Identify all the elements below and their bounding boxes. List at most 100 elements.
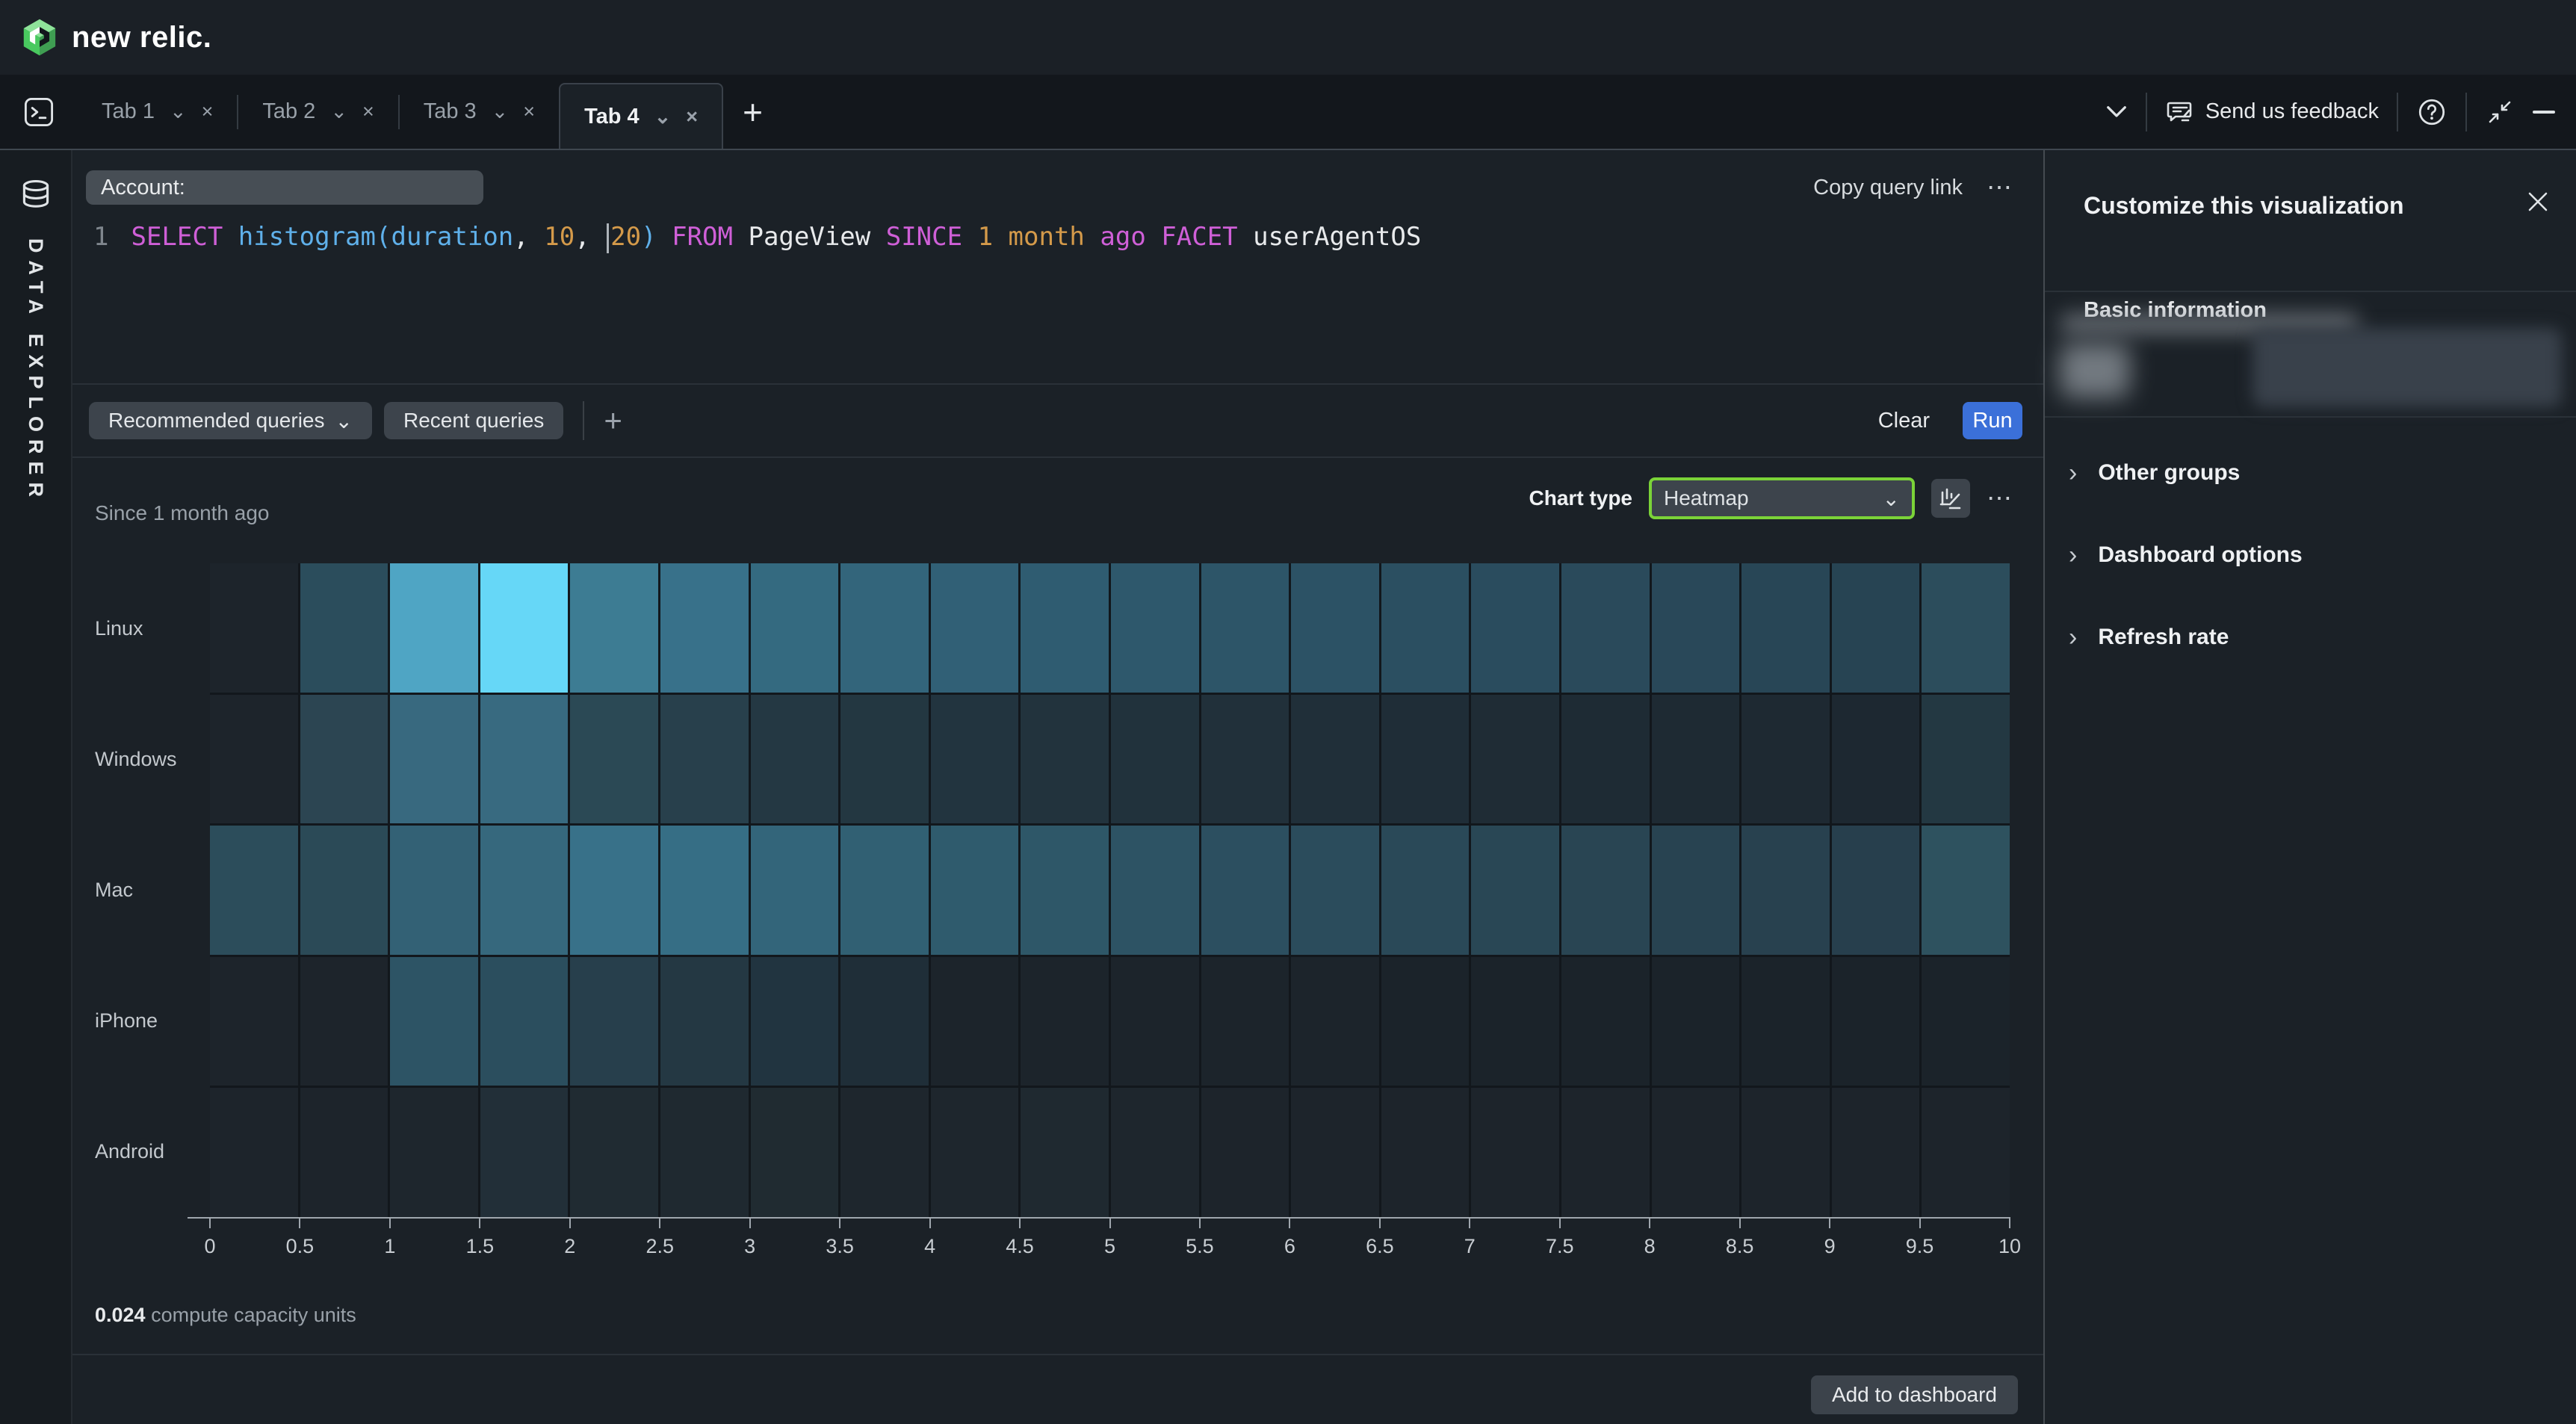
- heatmap-cell-linux-14[interactable]: [1471, 563, 1559, 693]
- account-selector[interactable]: Account:: [86, 170, 483, 205]
- heatmap-cell-mac-18[interactable]: [1831, 826, 1920, 955]
- heatmap-cell-mac-14[interactable]: [1471, 826, 1559, 955]
- heatmap-cell-windows-12[interactable]: [1291, 694, 1379, 824]
- heatmap-cell-windows-15[interactable]: [1561, 694, 1650, 824]
- tab-tab-3[interactable]: Tab 3 ⌄ ×: [400, 75, 559, 149]
- chevron-down-icon[interactable]: ⌄: [491, 100, 509, 123]
- heatmap-cell-linux-7[interactable]: [840, 563, 929, 693]
- recent-queries-button[interactable]: Recent queries: [383, 402, 564, 439]
- close-icon[interactable]: [2525, 189, 2551, 214]
- help-icon[interactable]: [2416, 96, 2447, 128]
- heatmap-cell-mac-16[interactable]: [1651, 826, 1740, 955]
- heatmap-cell-android-4[interactable]: [570, 1088, 658, 1217]
- heatmap-cell-linux-10[interactable]: [1110, 563, 1199, 693]
- heatmap-cell-iphone-13[interactable]: [1381, 956, 1470, 1086]
- heatmap-cell-iphone-9[interactable]: [1021, 956, 1109, 1086]
- query-input[interactable]: 1 SELECT histogram(duration, 10, 20) FRO…: [93, 219, 1421, 255]
- heatmap-cell-windows-18[interactable]: [1831, 694, 1920, 824]
- heatmap-cell-mac-17[interactable]: [1741, 826, 1830, 955]
- heatmap-cell-android-1[interactable]: [300, 1088, 388, 1217]
- heatmap-cell-iphone-4[interactable]: [570, 956, 658, 1086]
- send-feedback-button[interactable]: Send us feedback: [2165, 97, 2379, 127]
- heatmap-cell-mac-11[interactable]: [1201, 826, 1289, 955]
- heatmap-cell-android-16[interactable]: [1651, 1088, 1740, 1217]
- heatmap-cell-mac-9[interactable]: [1021, 826, 1109, 955]
- heatmap-cell-windows-5[interactable]: [660, 694, 749, 824]
- tab-tab-4[interactable]: Tab 4 ⌄ ×: [559, 83, 724, 149]
- heatmap-cell-windows-11[interactable]: [1201, 694, 1289, 824]
- heatmap-cell-linux-5[interactable]: [660, 563, 749, 693]
- heatmap-cell-iphone-2[interactable]: [390, 956, 478, 1086]
- heatmap-cell-mac-1[interactable]: [300, 826, 388, 955]
- heatmap-cell-iphone-17[interactable]: [1741, 956, 1830, 1086]
- heatmap-cell-iphone-8[interactable]: [930, 956, 1019, 1086]
- query-more-options-icon[interactable]: ⋯: [1987, 173, 2012, 202]
- heatmap-cell-iphone-16[interactable]: [1651, 956, 1740, 1086]
- heatmap-cell-windows-7[interactable]: [840, 694, 929, 824]
- collapse-icon[interactable]: [2485, 97, 2515, 127]
- heatmap-cell-windows-13[interactable]: [1381, 694, 1470, 824]
- heatmap-cell-linux-18[interactable]: [1831, 563, 1920, 693]
- close-icon[interactable]: ×: [201, 100, 214, 123]
- heatmap-cell-windows-9[interactable]: [1021, 694, 1109, 824]
- heatmap-cell-mac-6[interactable]: [750, 826, 839, 955]
- heatmap-cell-linux-4[interactable]: [570, 563, 658, 693]
- close-icon[interactable]: ×: [362, 100, 374, 123]
- heatmap-cell-iphone-14[interactable]: [1471, 956, 1559, 1086]
- heatmap-cell-mac-2[interactable]: [390, 826, 478, 955]
- section-refresh-rate[interactable]: › Refresh rate: [2045, 613, 2576, 661]
- heatmap-cell-mac-10[interactable]: [1110, 826, 1199, 955]
- heatmap-cell-mac-3[interactable]: [480, 826, 569, 955]
- heatmap-cell-iphone-5[interactable]: [660, 956, 749, 1086]
- heatmap-cell-android-12[interactable]: [1291, 1088, 1379, 1217]
- heatmap-cell-windows-19[interactable]: [1922, 694, 2010, 824]
- heatmap-cell-windows-16[interactable]: [1651, 694, 1740, 824]
- clear-button[interactable]: Clear: [1877, 408, 1930, 433]
- heatmap-cell-mac-0[interactable]: [210, 826, 298, 955]
- redacted-input[interactable]: [2253, 328, 2562, 407]
- heatmap-cell-mac-4[interactable]: [570, 826, 658, 955]
- heatmap-cell-iphone-10[interactable]: [1110, 956, 1199, 1086]
- heatmap-cell-iphone-0[interactable]: [210, 956, 298, 1086]
- heatmap-cell-mac-19[interactable]: [1922, 826, 2010, 955]
- heatmap-cell-linux-3[interactable]: [480, 563, 569, 693]
- heatmap-cell-iphone-12[interactable]: [1291, 956, 1379, 1086]
- heatmap-cell-windows-3[interactable]: [480, 694, 569, 824]
- heatmap-cell-windows-6[interactable]: [750, 694, 839, 824]
- chevron-down-icon[interactable]: ⌄: [330, 100, 347, 123]
- heatmap-cell-android-3[interactable]: [480, 1088, 569, 1217]
- heatmap-cell-mac-12[interactable]: [1291, 826, 1379, 955]
- heatmap-cell-linux-6[interactable]: [750, 563, 839, 693]
- heatmap-cell-linux-2[interactable]: [390, 563, 478, 693]
- heatmap-cell-linux-16[interactable]: [1651, 563, 1740, 693]
- heatmap-cell-windows-17[interactable]: [1741, 694, 1830, 824]
- chart-type-select[interactable]: Heatmap ⌄: [1649, 477, 1915, 519]
- recommended-queries-button[interactable]: Recommended queries ⌄: [89, 402, 372, 439]
- heatmap-cell-android-7[interactable]: [840, 1088, 929, 1217]
- heatmap-cell-mac-15[interactable]: [1561, 826, 1650, 955]
- heatmap-cell-linux-1[interactable]: [300, 563, 388, 693]
- heatmap-cell-iphone-18[interactable]: [1831, 956, 1920, 1086]
- heatmap-cell-android-13[interactable]: [1381, 1088, 1470, 1217]
- edit-chart-button[interactable]: [1931, 479, 1970, 518]
- heatmap-cell-mac-7[interactable]: [840, 826, 929, 955]
- heatmap-cell-windows-14[interactable]: [1471, 694, 1559, 824]
- heatmap-cell-linux-13[interactable]: [1381, 563, 1470, 693]
- console-icon[interactable]: [22, 96, 55, 129]
- chart-more-options-icon[interactable]: ⋯: [1987, 484, 2012, 513]
- copy-query-link-button[interactable]: Copy query link: [1813, 176, 1963, 199]
- heatmap-cell-linux-11[interactable]: [1201, 563, 1289, 693]
- heatmap-cell-iphone-3[interactable]: [480, 956, 569, 1086]
- minimize-icon[interactable]: [2533, 110, 2555, 114]
- heatmap-cell-windows-8[interactable]: [930, 694, 1019, 824]
- heatmap-cell-iphone-11[interactable]: [1201, 956, 1289, 1086]
- add-query-icon[interactable]: +: [604, 403, 622, 438]
- heatmap-cell-linux-19[interactable]: [1922, 563, 2010, 693]
- section-other-groups[interactable]: › Other groups: [2045, 449, 2576, 497]
- database-icon[interactable]: [19, 179, 52, 214]
- close-icon[interactable]: ×: [686, 105, 699, 128]
- heatmap-cell-linux-0[interactable]: [210, 563, 298, 693]
- heatmap-cell-android-17[interactable]: [1741, 1088, 1830, 1217]
- add-to-dashboard-button[interactable]: Add to dashboard: [1810, 1375, 2018, 1414]
- heatmap-cell-mac-8[interactable]: [930, 826, 1019, 955]
